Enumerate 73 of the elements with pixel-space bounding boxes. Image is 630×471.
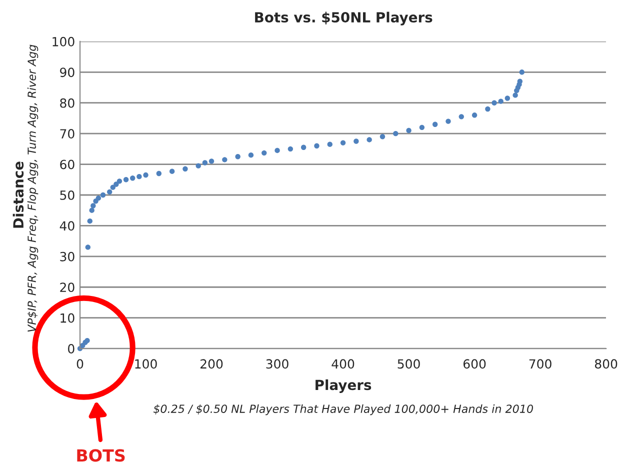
point bbox=[262, 150, 267, 156]
y-tick-label: 100 bbox=[52, 36, 74, 46]
point bbox=[89, 208, 94, 213]
point bbox=[274, 148, 280, 154]
point bbox=[517, 78, 523, 84]
point bbox=[100, 192, 106, 198]
point bbox=[327, 142, 332, 147]
y-tick-label: 80 bbox=[60, 98, 74, 108]
point bbox=[114, 182, 119, 187]
point bbox=[393, 130, 398, 136]
point bbox=[143, 172, 148, 178]
x-tick-label: 200 bbox=[200, 359, 223, 369]
point bbox=[485, 106, 490, 112]
point bbox=[222, 157, 228, 162]
point bbox=[248, 152, 254, 158]
x-tick-label: 100 bbox=[135, 359, 157, 369]
point bbox=[314, 143, 320, 148]
point bbox=[366, 137, 372, 142]
point bbox=[208, 158, 214, 164]
point bbox=[123, 177, 129, 182]
x-tick-label: 0 bbox=[76, 359, 84, 369]
point bbox=[202, 160, 208, 166]
x-tick-label: 800 bbox=[594, 359, 618, 369]
point bbox=[169, 168, 175, 174]
point bbox=[288, 146, 294, 152]
point bbox=[498, 98, 504, 104]
point bbox=[182, 166, 188, 172]
point bbox=[235, 154, 240, 160]
point bbox=[340, 140, 346, 146]
point bbox=[136, 174, 142, 180]
y-axis-title: Distance bbox=[12, 162, 24, 228]
y-tick-label: 90 bbox=[60, 68, 74, 78]
point bbox=[300, 144, 306, 150]
x-axis-title: Players bbox=[316, 379, 372, 393]
point bbox=[107, 189, 112, 195]
x-tick-label: 600 bbox=[463, 359, 486, 369]
point bbox=[116, 178, 122, 184]
y-tick-label: 0 bbox=[68, 344, 74, 354]
text: BOTS bbox=[77, 449, 125, 462]
point bbox=[406, 128, 412, 134]
point bbox=[130, 176, 136, 181]
y-tick-label: 50 bbox=[60, 190, 74, 200]
x-tick-label: 500 bbox=[398, 359, 420, 369]
point bbox=[90, 203, 96, 208]
y-tick-label: 40 bbox=[60, 221, 74, 231]
y-tick-label: 30 bbox=[60, 252, 74, 262]
point bbox=[419, 124, 425, 130]
point bbox=[504, 96, 510, 101]
point bbox=[472, 112, 478, 118]
y-tick-label: 20 bbox=[60, 282, 74, 292]
point bbox=[196, 163, 201, 168]
y-tick-label: 70 bbox=[60, 129, 74, 138]
point bbox=[446, 118, 451, 124]
text: $0.25 / $0.50 NL Players That Have Played 100,000+ Hands in 2010 bbox=[154, 404, 533, 416]
point bbox=[519, 70, 524, 75]
y-tick-label: 10 bbox=[60, 313, 74, 323]
text: VP$IP, PFR, Agg Freq, Flop Agg, Turn Agg, River Agg bbox=[27, 44, 38, 332]
point bbox=[432, 122, 438, 127]
chart-title: Bots vs. $50NL Players bbox=[255, 12, 432, 26]
x-tick-label: 400 bbox=[332, 359, 354, 369]
point bbox=[110, 184, 116, 190]
point bbox=[85, 244, 90, 250]
point bbox=[380, 134, 386, 140]
point bbox=[512, 92, 518, 98]
point bbox=[96, 195, 102, 201]
point bbox=[492, 100, 497, 106]
x-tick-label: 700 bbox=[529, 359, 552, 369]
point bbox=[458, 114, 464, 120]
point bbox=[87, 218, 92, 224]
x-tick-label: 300 bbox=[266, 359, 288, 369]
point bbox=[156, 170, 162, 176]
y-tick-label: 60 bbox=[60, 160, 74, 170]
point bbox=[354, 138, 359, 144]
